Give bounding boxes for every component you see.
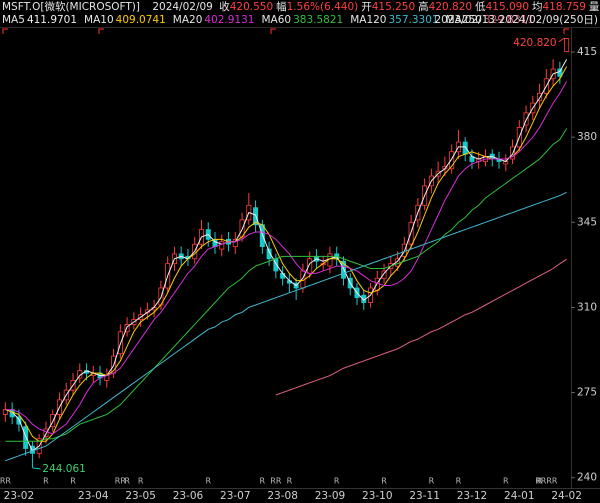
event-marker: RRRR (535, 477, 558, 486)
field-label: 均 (532, 1, 543, 13)
max-pointer (558, 37, 565, 43)
legend-name: MA10 (84, 14, 114, 26)
ma-line (5, 128, 568, 442)
candle-body (374, 277, 380, 291)
field-value: 420.820 (428, 1, 473, 13)
field-label: 高 (418, 1, 429, 13)
flag (563, 28, 569, 34)
x-tick-label: 24-02 (551, 490, 582, 502)
legend-value: 409.0741 (115, 14, 166, 26)
ma-line (5, 66, 568, 442)
legend-name: MA60 (261, 14, 292, 26)
field-label: 低 (475, 1, 486, 13)
event-marker: R (334, 477, 340, 486)
candle-body (462, 141, 468, 155)
event-marker: RR (0, 477, 11, 486)
field-value: 415.250 (371, 1, 416, 13)
flag (98, 28, 104, 34)
y-tick-label: 240 (577, 472, 597, 484)
x-tick-label: 23-12 (457, 490, 488, 502)
event-marker: R (43, 477, 49, 486)
legend-name: MA20 (172, 14, 203, 26)
y-tick-label: 275 (577, 387, 597, 399)
min-pointer (32, 467, 41, 470)
candle-body (266, 248, 272, 260)
flag (270, 28, 276, 34)
legend-name: MA5 (2, 14, 25, 26)
ma-legend: MA5 411.9701 MA10 409.0741 MA20 402.9131 MA60 3… (2, 14, 541, 27)
event-marker: R (205, 477, 211, 486)
max-label: 420.820 (513, 37, 556, 49)
x-tick-label: 23-04 (78, 490, 109, 502)
x-tick-label: 23-11 (409, 490, 440, 502)
x-tick-label: 23-05 (125, 490, 156, 502)
event-marker: R (381, 477, 387, 486)
event-marker: R (287, 477, 293, 486)
flag (2, 28, 8, 34)
legend-value: 357.3301 (388, 14, 439, 26)
legend-value: 402.9131 (204, 14, 255, 26)
candle-body (219, 241, 225, 250)
event-marker: RR (270, 477, 282, 486)
candle-body (523, 112, 529, 126)
ma-line (5, 191, 567, 462)
event-marker: R (503, 477, 509, 486)
ma-line (275, 258, 567, 396)
x-tick-label: 23-09 (315, 490, 346, 502)
candle-body (381, 270, 387, 279)
x-tick-label: 23-02 (4, 490, 35, 502)
candle-body (23, 426, 29, 449)
event-marker: R (260, 477, 266, 486)
range: 2023/02/13-2024/02/09(250日) (434, 14, 598, 26)
y-tick-label: 310 (577, 301, 597, 313)
candle-body (340, 260, 346, 279)
legend-name: MA120 (350, 14, 387, 26)
candle-body (50, 414, 56, 428)
y-tick-label: 380 (577, 131, 597, 143)
field-value: 1.56%(6.440) (286, 1, 359, 13)
field-label: 量 (588, 1, 600, 13)
min-label: 244.061 (42, 463, 85, 475)
field-value: 415.090 (485, 1, 529, 13)
date: 2024/02/09 (152, 1, 213, 13)
field-value: 418.759 (542, 1, 586, 13)
field-label: 幅 (276, 1, 287, 13)
legend-value: 411.9701 (26, 14, 78, 26)
y-tick-label: 415 (577, 46, 597, 58)
x-tick-label: 24-01 (504, 490, 535, 502)
legend-name: MA250 (445, 14, 482, 26)
event-marker: R (70, 477, 76, 486)
candle-body (537, 92, 543, 102)
field-value: 420.550 (229, 1, 274, 13)
candle-body (449, 151, 455, 170)
x-tick-label: 23-08 (267, 490, 298, 502)
ma-line (5, 81, 568, 435)
symbol: MSFT.O[微软(MICROSOFT)] (2, 1, 140, 13)
candle-body (43, 428, 49, 437)
quote-header: MSFT.O[微软(MICROSOFT)] 2024/02/09 收420.55… (2, 0, 600, 14)
legend-value: 329.8311 (483, 14, 535, 26)
x-tick-label: 23-07 (220, 490, 251, 502)
y-tick-label: 345 (577, 216, 597, 228)
event-marker: R (124, 477, 130, 486)
ma-line (5, 59, 568, 452)
field-label: 收 (219, 1, 230, 13)
field-label: 开 (361, 1, 372, 13)
x-tick-label: 23-06 (173, 490, 204, 502)
event-marker: R (456, 477, 462, 486)
legend-value: 383.5821 (293, 14, 344, 26)
event-marker: R (429, 477, 435, 486)
event-marker: R (138, 477, 144, 486)
candle-body (232, 238, 238, 248)
candle-body (564, 38, 570, 52)
event-marker: R (537, 477, 543, 486)
event-marker: RR (115, 477, 127, 486)
x-tick-label: 23-10 (362, 490, 393, 502)
